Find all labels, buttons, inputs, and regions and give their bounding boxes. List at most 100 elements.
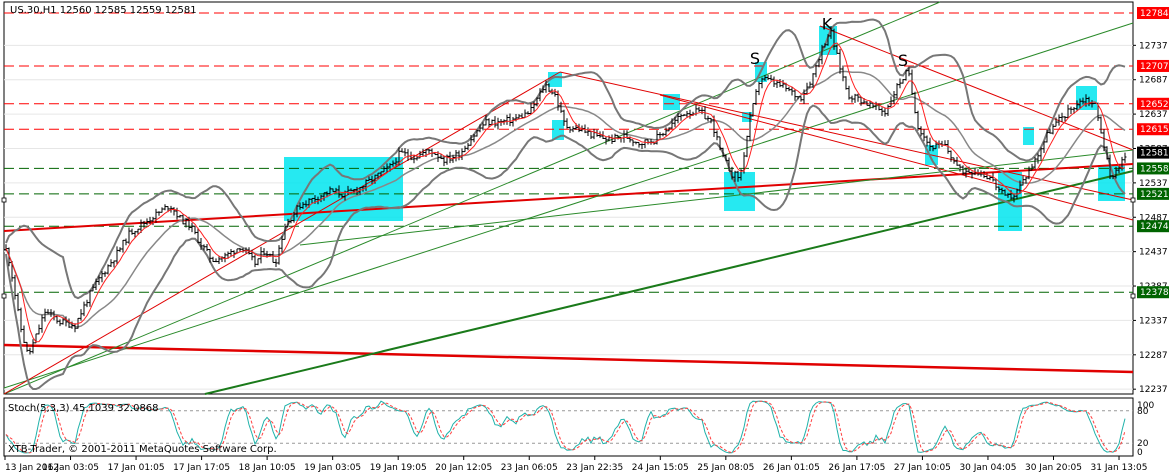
price-bar-209: [631, 139, 635, 147]
level-label-box: [1137, 220, 1169, 233]
price-bar-267: [805, 82, 809, 95]
price-bar-292: [880, 107, 884, 116]
x-tick-label: 26 Jan 01:05: [763, 463, 820, 473]
price-bar-154: [466, 142, 470, 151]
price-bar-158: [478, 124, 482, 133]
price-bar-263: [793, 89, 797, 101]
price-bar-120: [364, 179, 368, 191]
price-bar-92: [280, 235, 284, 253]
level-label-12558: 12558: [1137, 162, 1169, 175]
price-bar-175: [529, 103, 533, 115]
y-tick-label: 12687: [1139, 76, 1168, 86]
price-bar-276: [832, 28, 836, 50]
price-bar-102: [310, 197, 314, 204]
x-tick-label: 17 Jan 17:05: [173, 463, 230, 473]
price-bar-240: [724, 154, 728, 162]
price-bar-63: [193, 225, 197, 235]
level-label-12784: 12784: [1137, 7, 1169, 20]
price-bar-248: [748, 112, 752, 141]
price-bar-20: [64, 316, 68, 327]
price-bar-362: [1090, 100, 1094, 108]
current-price-box: [1137, 146, 1169, 159]
price-bar-94: [286, 218, 290, 228]
price-bar-19: [61, 317, 65, 325]
annotation-0: K: [822, 15, 833, 34]
price-bar-232: [700, 107, 704, 115]
price-bar-351: [1057, 114, 1061, 126]
price-bar-59: [181, 214, 185, 225]
price-bar-369: [1111, 175, 1115, 180]
price-bar-280: [844, 76, 848, 90]
price-bar-164: [496, 117, 500, 130]
price-bar-333: [1003, 189, 1007, 196]
price-bar-279: [841, 65, 845, 82]
price-bar-325: [979, 170, 983, 177]
y-tick-label: 12237: [1139, 385, 1168, 395]
price-bar-46: [142, 220, 146, 228]
price-bar-293: [883, 107, 887, 117]
y-tick-label: 12487: [1139, 213, 1168, 223]
price-bar-284: [856, 93, 860, 102]
stochastic-oscillator: [4, 400, 1133, 454]
level-label-text: 12558: [1140, 164, 1169, 174]
price-bar-262: [790, 86, 794, 96]
price-bar-83: [253, 254, 257, 268]
price-bar-119: [361, 185, 365, 192]
price-bar-168: [508, 113, 512, 127]
price-bar-39: [121, 239, 125, 253]
price-bar-91: [277, 245, 281, 265]
price-bar-299: [901, 79, 905, 84]
price-bar-40: [124, 238, 128, 246]
price-bar-224: [676, 112, 680, 124]
price-bar-97: [295, 205, 299, 218]
price-bar-95: [289, 220, 293, 224]
y-tick-label: 12337: [1139, 316, 1168, 326]
price-bar-148: [448, 151, 452, 164]
pattern-annotations: K S S: [750, 15, 908, 70]
price-bar-35: [109, 259, 113, 268]
price-bar-301: [907, 67, 911, 77]
price-bar-277: [835, 44, 839, 54]
price-bar-78: [238, 247, 242, 252]
current-price-label: 12581: [1137, 146, 1169, 159]
price-bar-145: [439, 153, 443, 160]
moving-average-line: [5, 42, 1126, 343]
price-bar-269: [811, 73, 815, 88]
price-bar-139: [421, 148, 425, 157]
price-bars: [4, 26, 1127, 355]
price-bar-368: [1108, 154, 1112, 180]
price-bar-265: [799, 96, 803, 102]
price-bar-355: [1069, 106, 1073, 115]
price-bar-328: [988, 176, 992, 181]
price-bar-52: [160, 207, 164, 213]
price-bar-241: [727, 157, 731, 172]
price-bar-58: [178, 214, 182, 218]
price-bar-200: [604, 136, 608, 145]
price-bar-307: [925, 135, 929, 147]
price-bar-126: [382, 166, 386, 173]
price-bar-255: [769, 74, 773, 81]
price-bar-86: [262, 248, 266, 256]
y-tick-label: 12637: [1139, 110, 1168, 120]
price-bar-231: [697, 106, 701, 113]
price-bar-218: [658, 132, 662, 139]
price-bar-161: [487, 118, 491, 128]
price-bar-302: [910, 69, 914, 96]
price-bar-298: [898, 78, 902, 89]
price-bar-219: [661, 132, 665, 137]
x-tick-label: 24 Jan 15:05: [632, 463, 689, 473]
price-bar-56: [172, 207, 176, 216]
price-bar-331: [997, 186, 1001, 193]
price-bar-176: [532, 101, 536, 113]
price-bar-3: [13, 274, 17, 300]
price-bar-278: [838, 49, 842, 74]
price-bar-251: [757, 81, 761, 96]
price-bar-258: [778, 79, 782, 88]
price-bar-37: [115, 246, 119, 266]
price-bar-115: [349, 188, 353, 191]
stoch-tick-upper: 80: [1137, 407, 1149, 417]
y-tick-label: 12737: [1139, 41, 1168, 51]
price-bar-370: [1114, 166, 1118, 179]
